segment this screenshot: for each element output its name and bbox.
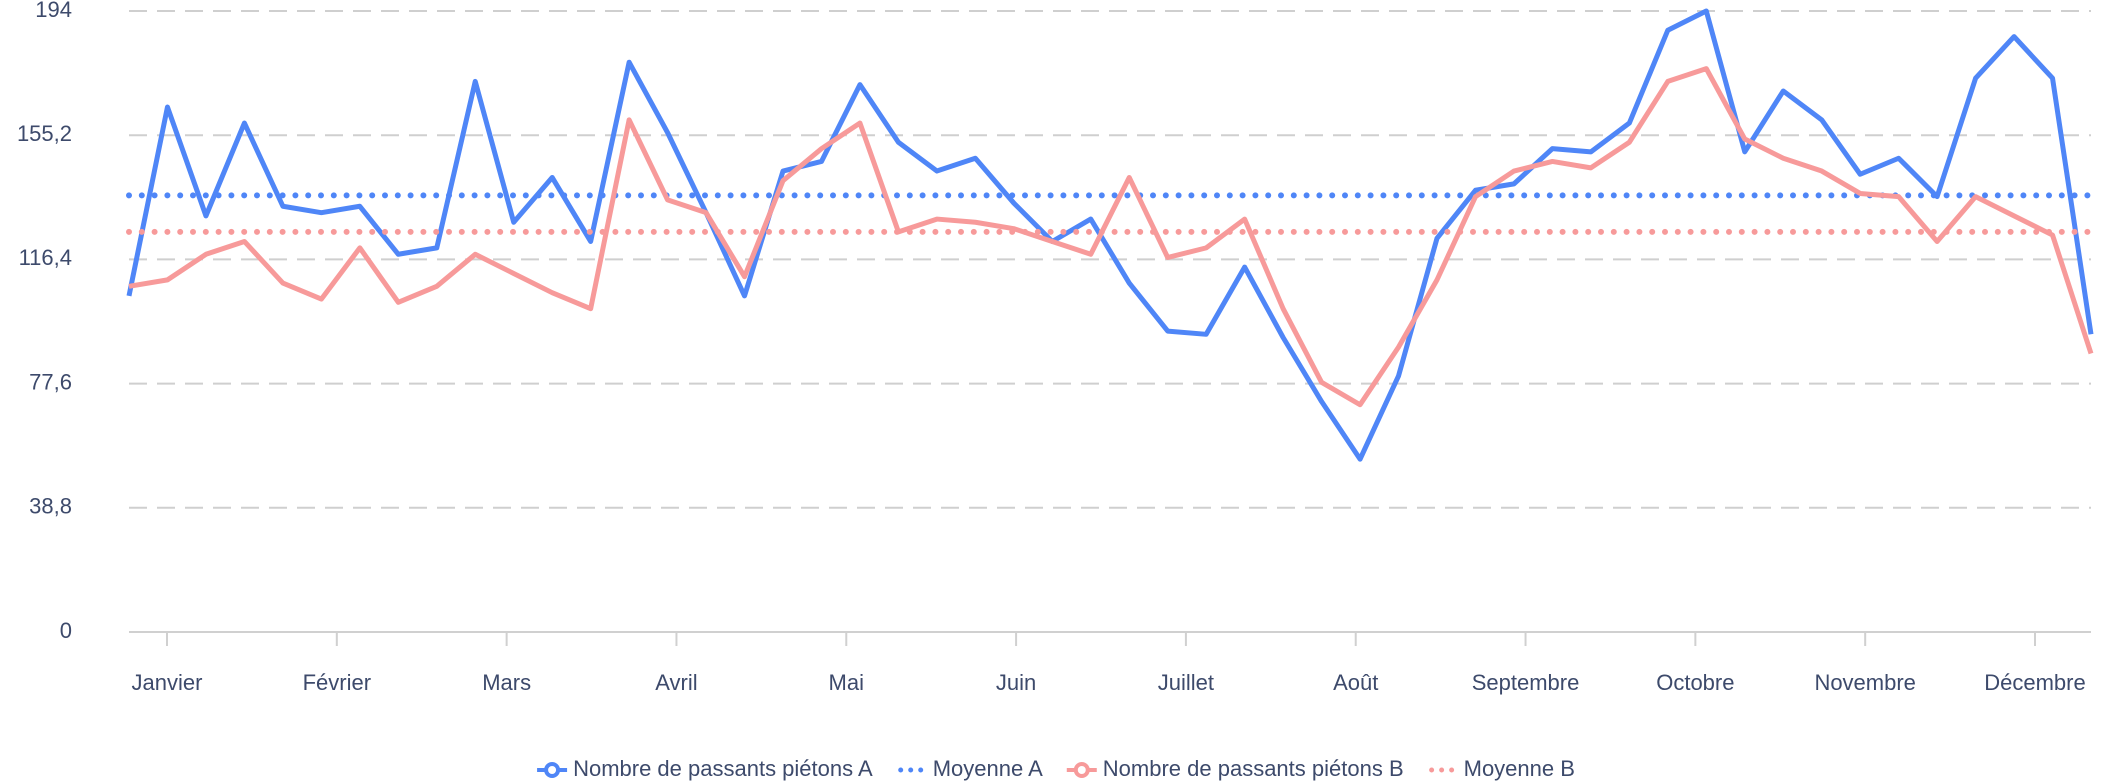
data-line <box>128 66 2094 408</box>
x-tick-label: Juillet <box>1158 670 1214 695</box>
x-tick-label: Août <box>1333 670 1378 695</box>
x-tick-label: Décembre <box>1984 670 2085 695</box>
legend-item: Moyenne B <box>1429 756 1575 781</box>
x-tick-label: Janvier <box>132 670 203 695</box>
x-tick-label: Mars <box>482 670 531 695</box>
y-tick-label: 38,8 <box>29 494 72 519</box>
x-tick-label: Avril <box>655 670 697 695</box>
legend-label: Moyenne A <box>933 756 1043 781</box>
y-tick-label: 0 <box>60 618 72 643</box>
legend-symbol <box>544 762 561 778</box>
x-tick-label: Mai <box>829 670 864 695</box>
legend-label: Nombre de passants piétons B <box>1103 756 1404 781</box>
x-tick-label: Septembre <box>1472 670 1580 695</box>
legend-symbol <box>1073 762 1090 778</box>
legend-label: Nombre de passants piétons A <box>573 756 873 781</box>
data-line <box>126 8 2094 462</box>
x-tick-label: Novembre <box>1814 670 1915 695</box>
x-tick-label: Juin <box>996 670 1036 695</box>
y-tick-label: 116,4 <box>19 245 72 270</box>
legend-label: Moyenne B <box>1464 756 1575 781</box>
legend-item: Nombre de passants piétons B <box>1066 756 1404 781</box>
y-tick-label: 194 <box>35 0 72 22</box>
legend: Nombre de passants piétons A Moyenne A Nom… <box>537 756 1575 781</box>
legend-item: Moyenne A <box>898 756 1043 781</box>
y-tick-label: 155,2 <box>17 121 72 146</box>
y-tick-label: 77,6 <box>29 369 72 394</box>
legend-item: Nombre de passants piétons A <box>537 756 873 781</box>
x-tick-label: Février <box>303 670 371 695</box>
x-tick-label: Octobre <box>1656 670 1734 695</box>
